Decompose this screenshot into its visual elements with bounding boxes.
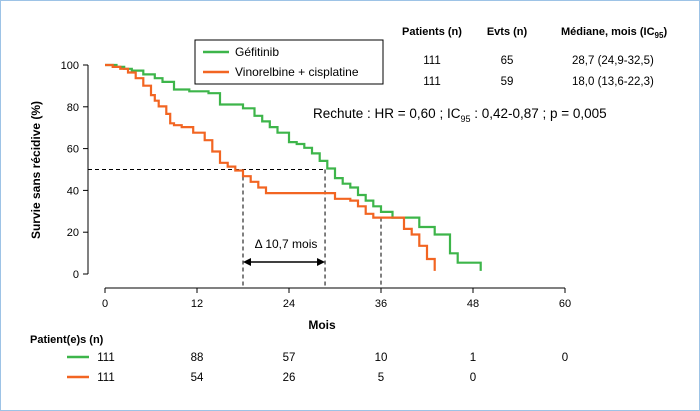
table-row-gefitinib-patients: 111: [423, 55, 440, 67]
table-header-mediane: Médiane, mois (IC95): [561, 26, 667, 40]
survival-curves: [105, 63, 482, 271]
hr-annotation: Rechute : HR = 0,60 ; IC95 : 0,42-0,87 ;…: [313, 106, 607, 124]
at-risk-value: 88: [191, 352, 204, 364]
y-axis-title: Survie sans récidive (%): [29, 101, 43, 239]
at-risk-value: 1: [470, 352, 476, 364]
at-risk-value: 54: [191, 372, 204, 384]
x-tick-label: 60: [559, 298, 571, 310]
table-header-evts: Evts (n): [487, 26, 528, 38]
table-row-gefitinib-evts: 65: [501, 55, 514, 67]
y-tick-label: 60: [67, 144, 79, 156]
axes: 0 20 40 60 80 100 0 12 24 36 48 60: [61, 60, 571, 310]
x-tick-label: 12: [191, 298, 203, 310]
summary-table: Patients (n) Evts (n) Médiane, mois (IC9…: [402, 26, 667, 88]
y-tick-label: 80: [67, 102, 79, 114]
delta-arrow-head-left: [243, 258, 251, 266]
at-risk-value: 111: [97, 352, 114, 364]
legend: Géfitinib Vinorelbine + cisplatine: [194, 39, 384, 85]
at-risk-value: 0: [470, 372, 476, 384]
x-tick-label: 48: [467, 298, 479, 310]
x-tick-label: 36: [375, 298, 387, 310]
at-risk-value: 0: [562, 352, 568, 364]
table-row-vinorelbine-patients: 111: [423, 76, 440, 88]
table-header-patients: Patients (n): [402, 26, 462, 38]
at-risk-value: 111: [97, 372, 114, 384]
delta-arrow-head-right: [317, 258, 326, 266]
annotations: [88, 169, 382, 288]
at-risk-value: 26: [283, 372, 296, 384]
at-risk-title: Patient(e)s (n): [30, 334, 104, 346]
table-row-gefitinib-mediane: 28,7 (24,9-32,5): [572, 55, 654, 67]
y-tick-label: 40: [67, 185, 79, 197]
x-tick-label: 24: [283, 298, 295, 310]
table-row-vinorelbine-mediane: 18,0 (13,6-22,3): [572, 76, 654, 88]
x-axis-title: Mois: [308, 318, 336, 332]
legend-label-vinorelbine: Vinorelbine + cisplatine: [235, 65, 359, 79]
y-tick-label: 20: [67, 227, 79, 239]
delta-label: Δ 10,7 mois: [255, 237, 318, 251]
at-risk-value: 57: [283, 352, 296, 364]
at-risk-value: 5: [378, 372, 384, 384]
y-tick-label: 100: [61, 60, 79, 72]
y-tick-label: 0: [73, 269, 79, 281]
series-line-vinorelbine: [105, 63, 436, 271]
x-tick-label: 0: [102, 298, 108, 310]
at-risk-value: 10: [375, 352, 388, 364]
legend-label-gefitinib: Géfitinib: [235, 45, 279, 59]
table-row-vinorelbine-evts: 59: [501, 76, 514, 88]
